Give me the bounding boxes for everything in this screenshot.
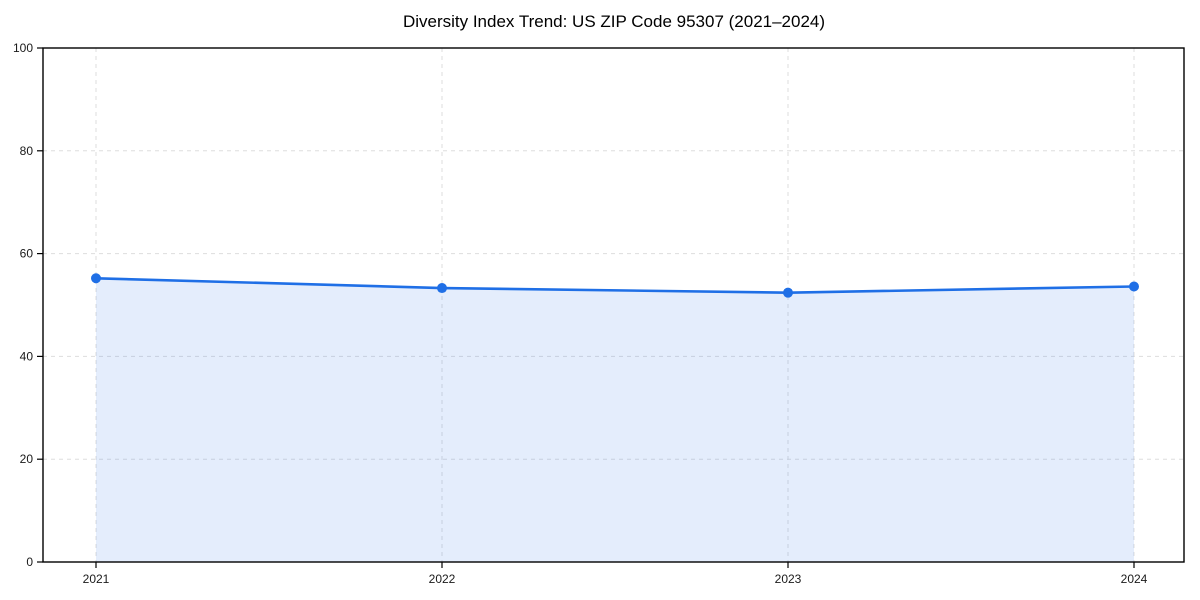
- plot-border: [42, 47, 1185, 563]
- y-tick-label: 40: [20, 349, 34, 363]
- data-point-marker: [783, 287, 793, 298]
- y-tick-label: 60: [20, 247, 34, 261]
- data-point-marker: [437, 283, 447, 294]
- y-tick-label: 100: [13, 41, 33, 55]
- x-tick-label: 2022: [429, 572, 456, 586]
- y-tick-label: 0: [26, 555, 33, 569]
- y-tick-label: 20: [20, 452, 34, 466]
- data-point-marker: [1129, 281, 1139, 292]
- data-point-marker: [91, 273, 101, 284]
- x-tick-label: 2021: [83, 572, 110, 586]
- x-tick-label: 2024: [1121, 572, 1148, 586]
- series-line: [94, 276, 1136, 294]
- series-area-fill: [96, 278, 1134, 562]
- y-tick-label: 80: [20, 144, 34, 158]
- chart-title: Diversity Index Trend: US ZIP Code 95307…: [402, 12, 826, 31]
- x-tick-label: 2023: [775, 572, 802, 586]
